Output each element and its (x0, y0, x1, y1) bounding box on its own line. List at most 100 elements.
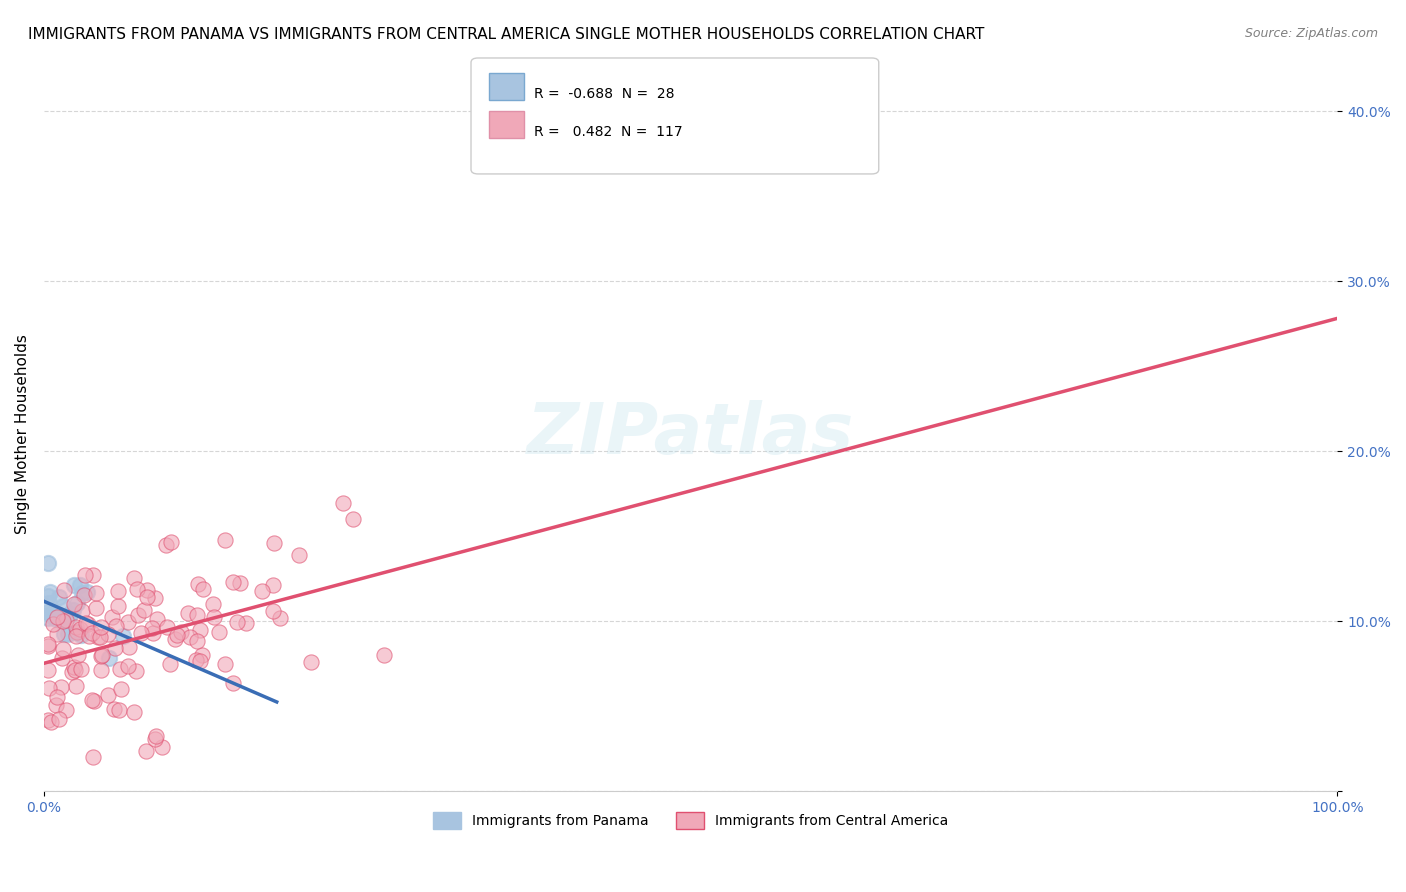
Point (42, 616, 65, 631)
Point (141, 621, 163, 635)
Point (76, 617, 98, 632)
Point (214, 657, 236, 671)
Point (90, 649, 112, 664)
Point (186, 607, 208, 622)
Point (127, 607, 149, 622)
Point (250, 583, 273, 598)
Point (188, 654, 211, 668)
Point (69, 578, 91, 592)
Legend: Immigrants from Panama, Immigrants from Central America: Immigrants from Panama, Immigrants from … (427, 806, 953, 834)
Point (52, 614, 75, 628)
Point (37, 637, 59, 651)
Point (269, 611, 291, 625)
Point (75, 615, 97, 630)
Point (37, 557, 59, 571)
Point (117, 615, 139, 629)
Point (37, 639, 59, 653)
Point (107, 599, 129, 613)
Point (63, 663, 86, 677)
Point (214, 533, 236, 547)
Point (225, 615, 247, 630)
Point (96, 626, 118, 640)
Point (235, 616, 257, 631)
Point (51, 650, 73, 665)
Point (103, 702, 125, 716)
Point (45, 698, 67, 712)
Point (72, 588, 94, 602)
Point (38, 607, 60, 621)
Point (38, 596, 60, 610)
Point (37, 589, 59, 603)
Point (69, 622, 91, 636)
Point (193, 582, 215, 597)
Point (90, 648, 112, 662)
Point (136, 590, 159, 604)
Point (222, 575, 245, 590)
Point (165, 632, 187, 646)
Point (90, 620, 112, 634)
Point (263, 578, 285, 592)
Point (72, 604, 94, 618)
Point (42, 610, 65, 624)
Point (53, 583, 76, 598)
Point (90, 663, 112, 677)
Point (51, 599, 73, 613)
Point (67, 648, 90, 662)
Point (184, 653, 207, 667)
Point (177, 606, 200, 620)
Point (143, 591, 166, 605)
Point (65, 624, 87, 639)
Point (299, 655, 322, 669)
Point (263, 536, 285, 550)
Point (65, 620, 87, 634)
Point (159, 657, 181, 671)
Point (82, 568, 104, 582)
Point (122, 571, 145, 585)
Point (107, 584, 129, 599)
Text: IMMIGRANTS FROM PANAMA VS IMMIGRANTS FROM CENTRAL AMERICA SINGLE MOTHER HOUSEHOL: IMMIGRANTS FROM PANAMA VS IMMIGRANTS FRO… (28, 27, 984, 42)
Point (37, 713, 59, 727)
Point (117, 659, 139, 673)
Point (373, 648, 395, 662)
Point (45, 611, 67, 625)
Point (142, 626, 165, 640)
Point (104, 641, 127, 656)
Point (87, 630, 110, 644)
Point (65, 629, 87, 643)
Point (66, 625, 89, 640)
Point (38, 681, 60, 695)
Point (58, 609, 80, 624)
Point (45, 627, 67, 641)
Point (66, 596, 89, 610)
Point (62, 578, 84, 592)
Point (48, 712, 70, 726)
Point (188, 624, 211, 638)
Point (156, 620, 179, 634)
Point (60, 665, 83, 680)
Point (53, 627, 76, 641)
Point (80, 625, 103, 640)
Point (97, 651, 120, 665)
Point (155, 538, 177, 552)
Point (37, 663, 59, 677)
Point (191, 648, 214, 662)
Point (104, 618, 127, 632)
Y-axis label: Single Mother Households: Single Mother Households (15, 334, 30, 534)
Point (145, 729, 167, 743)
Point (332, 495, 354, 509)
Point (55, 613, 77, 627)
Point (51, 615, 73, 629)
Point (48, 590, 70, 604)
Point (107, 703, 129, 717)
Point (262, 604, 284, 618)
Point (97, 688, 120, 702)
Point (77, 630, 100, 644)
Point (202, 610, 225, 624)
Point (89, 630, 111, 644)
Point (52, 641, 75, 656)
Point (112, 629, 135, 643)
Point (146, 612, 169, 626)
Text: R =  -0.688  N =  28: R = -0.688 N = 28 (534, 87, 675, 102)
Point (100, 610, 122, 624)
Point (51, 612, 73, 626)
